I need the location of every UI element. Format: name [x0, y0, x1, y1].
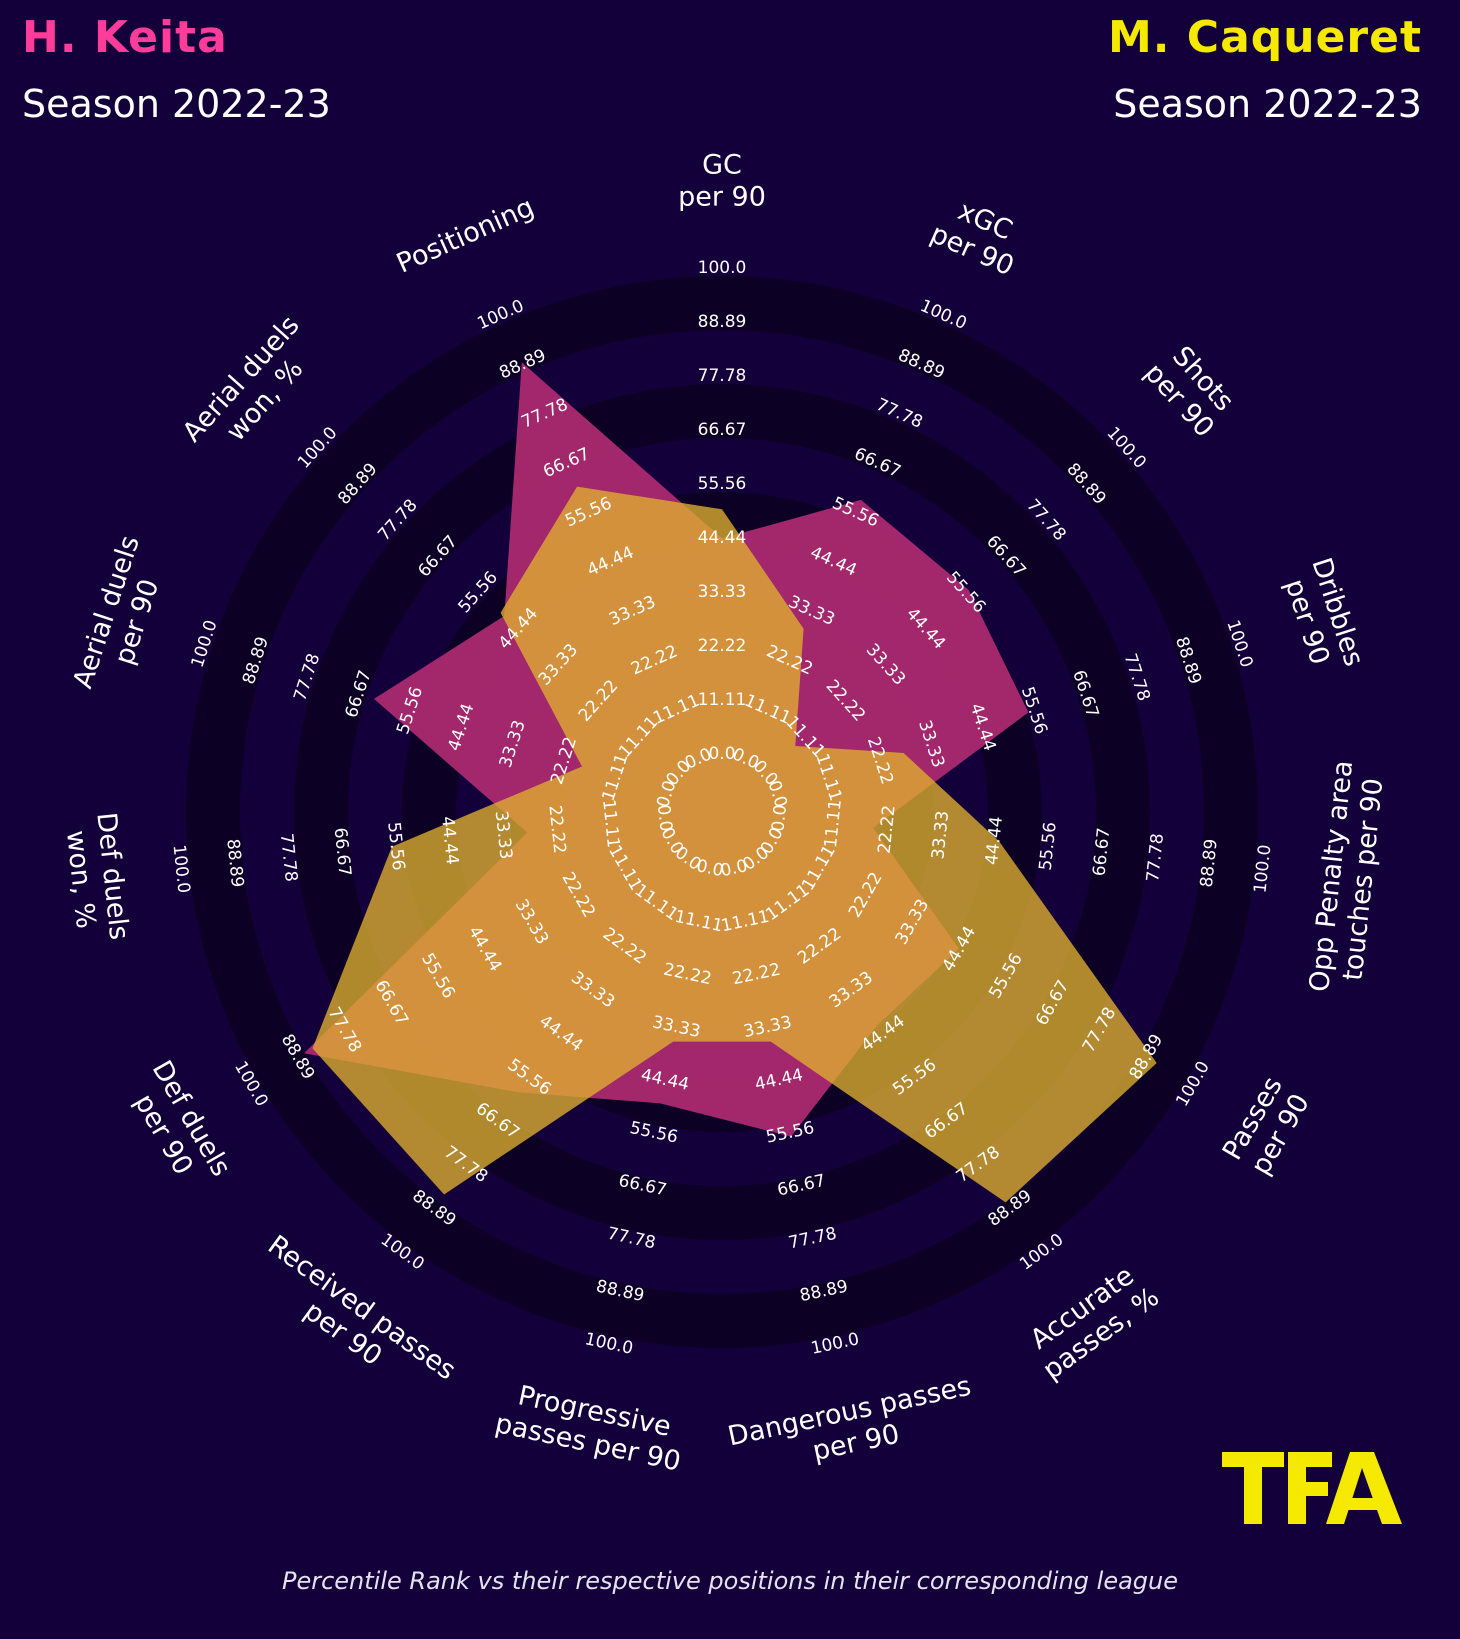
left-player-season: Season 2022-23	[22, 82, 331, 126]
tick-label: 77.78	[698, 366, 747, 386]
radar-series	[304, 362, 1157, 1203]
category-label-line: GC	[702, 150, 742, 181]
tick-label: 55.56	[698, 474, 747, 494]
right-player-season: Season 2022-23	[1113, 82, 1422, 126]
series-caqueret	[312, 486, 1157, 1203]
tick-label: 22.22	[698, 636, 747, 656]
tick-label: 66.67	[698, 420, 747, 440]
right-player-name: M. Caqueret	[1107, 12, 1422, 63]
category-label-line: per 90	[678, 182, 766, 213]
tick-label: 11.11	[698, 690, 747, 710]
footnote: Percentile Rank vs their respective posi…	[281, 1567, 1179, 1595]
tick-label: 0.0	[653, 804, 676, 833]
tick-label: 44.44	[698, 528, 747, 548]
left-player-name: H. Keita	[22, 12, 228, 63]
tick-label: 33.33	[698, 582, 747, 602]
tick-label: 88.89	[698, 312, 747, 332]
tick-label: 100.0	[698, 258, 747, 278]
tick-label: 0.0	[768, 804, 791, 833]
tfa-logo	[1222, 1452, 1402, 1524]
tick-label: 0.0	[708, 744, 735, 764]
